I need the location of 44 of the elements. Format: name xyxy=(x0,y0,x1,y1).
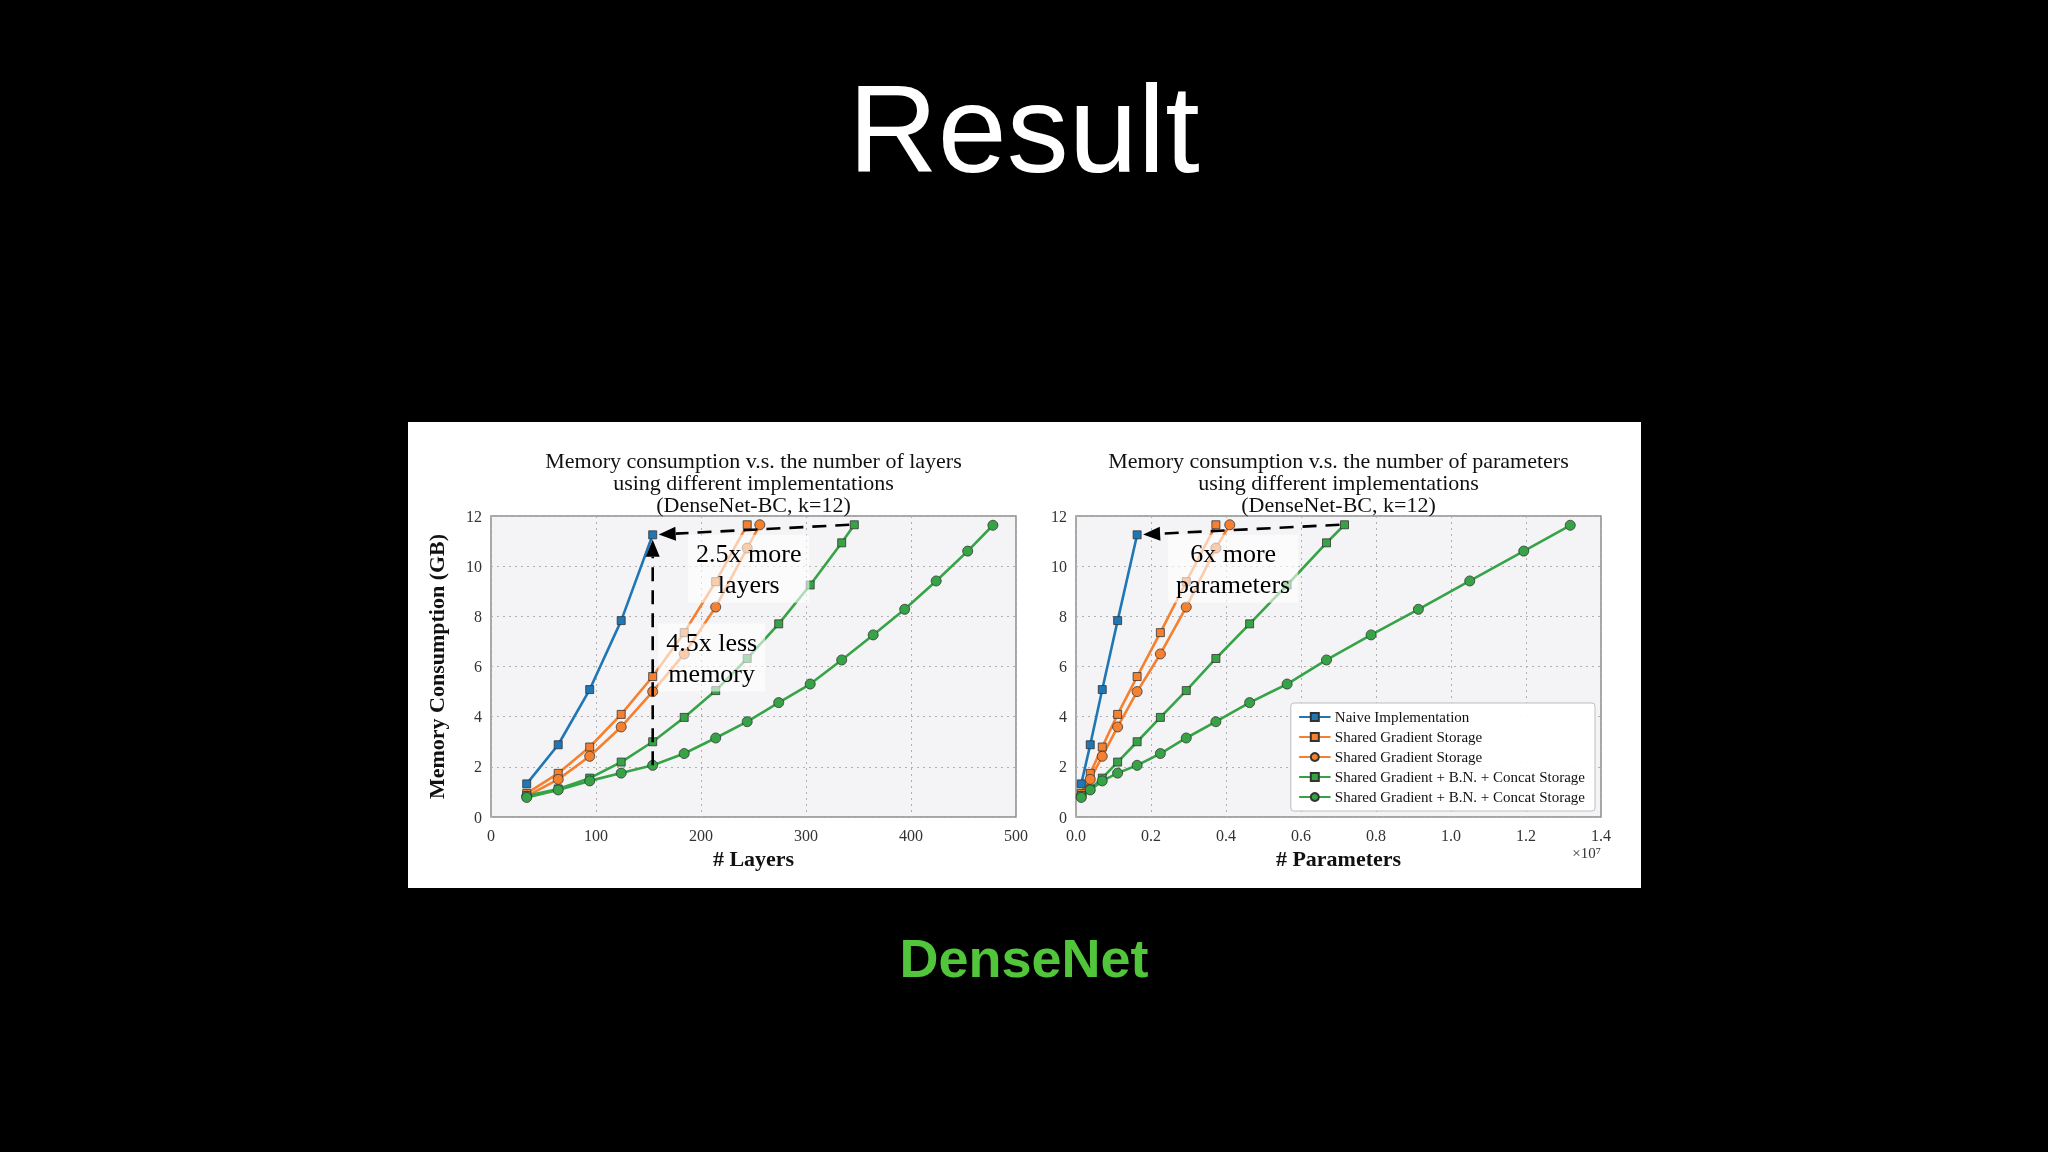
text: DenseNet xyxy=(898,927,1150,990)
y-tick-label: 10 xyxy=(1051,557,1067,575)
y-tick-label: 10 xyxy=(466,557,482,575)
x-tick-label: 100 xyxy=(584,826,608,844)
y-tick-label: 12 xyxy=(466,507,482,525)
annotation: 2.5x more layers xyxy=(695,538,802,599)
text: Result xyxy=(847,59,1201,200)
legend-label: Shared Gradient Storage xyxy=(1334,729,1483,745)
y-tick-label: 4 xyxy=(1059,708,1067,726)
y-tick-label: 8 xyxy=(1059,607,1067,625)
x-tick-label: 0.6 xyxy=(1291,826,1311,844)
chart-title: Memory consumption v.s. the number of parameters using different implementations (DenseNet-BC, k=12) xyxy=(1108,447,1569,517)
x-tick-label: 200 xyxy=(689,826,713,844)
text: ×10⁷ xyxy=(1572,845,1601,861)
x-tick-label: 0.4 xyxy=(1216,826,1236,844)
legend-label: Shared Gradient + B.N. + Concat Storage xyxy=(1334,789,1586,805)
x-tick-label: 0.0 xyxy=(1066,826,1086,844)
x-tick-label: 300 xyxy=(794,826,818,844)
y-tick-label: 0 xyxy=(1059,808,1067,826)
x-tick-label: 1.2 xyxy=(1516,826,1536,844)
x-axis-title: # Parameters xyxy=(1275,846,1402,872)
y-tick-label: 2 xyxy=(1059,758,1067,776)
y-tick-label: 6 xyxy=(1059,658,1067,675)
legend-label: Shared Gradient Storage xyxy=(1334,749,1483,765)
x-tick-label: 1.4 xyxy=(1591,826,1611,844)
x-tick-label: 0.8 xyxy=(1366,826,1386,844)
x-tick-label: 1.0 xyxy=(1441,826,1461,844)
x-tick-label: 0.2 xyxy=(1141,826,1161,844)
y-tick-label: 12 xyxy=(1051,507,1067,525)
annotation: 4.5x less memory xyxy=(666,627,758,688)
x-tick-label: 400 xyxy=(899,826,923,844)
y-tick-label: 6 xyxy=(474,658,482,675)
x-tick-label: 0 xyxy=(487,826,495,844)
annotation: 6x more parameters xyxy=(1176,538,1291,599)
x-tick-label: 500 xyxy=(1004,826,1028,844)
y-axis-title: Memory Consumption (GB) xyxy=(423,533,449,800)
chart-title: Memory consumption v.s. the number of layers using different implementations (DenseNet-BC, k=12) xyxy=(545,447,962,517)
x-axis-title: # Layers xyxy=(712,846,795,872)
legend-label: Shared Gradient + B.N. + Concat Storage xyxy=(1334,769,1586,785)
y-tick-label: 2 xyxy=(474,758,482,776)
y-tick-label: 0 xyxy=(474,808,482,826)
y-tick-label: 4 xyxy=(474,708,482,726)
y-tick-label: 8 xyxy=(474,607,482,625)
legend-label: Naive Implementation xyxy=(1334,709,1470,725)
